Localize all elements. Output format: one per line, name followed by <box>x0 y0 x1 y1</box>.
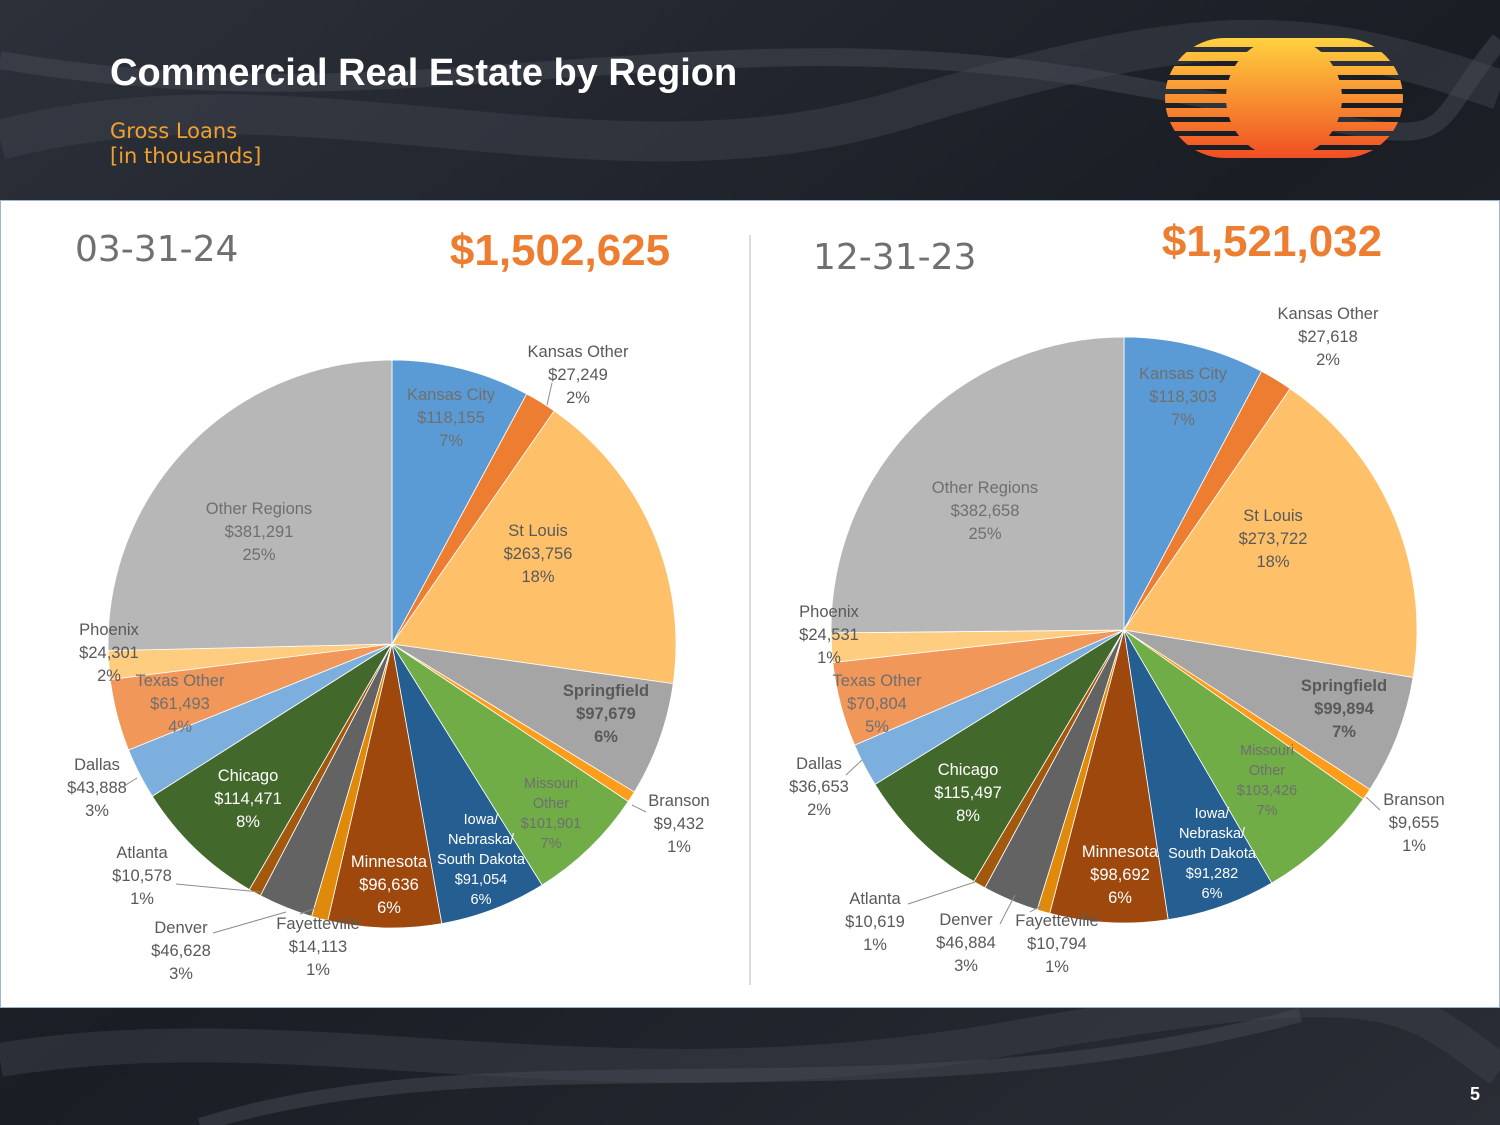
leader-line-denver <box>999 894 1016 925</box>
slice-label-minnesota: Minnesota $96,636 6% <box>351 853 428 917</box>
slice-label-atlanta: Atlanta $10,619 1% <box>845 890 905 954</box>
slice-label-dallas: Dallas $36,653 2% <box>789 755 849 819</box>
pie-slice-minnesota <box>327 643 443 929</box>
slice-label-fayetteville: Fayetteville $14,113 1% <box>276 915 359 979</box>
leader-line-fayetteville <box>299 906 319 915</box>
leader-line-kansas-other <box>546 382 553 406</box>
slice-label-st-louis: St Louis $273,722 18% <box>1239 507 1308 571</box>
slice-label-kansas-city: Kansas City $118,303 7% <box>1139 365 1228 429</box>
subtitle-line: [in thousands] <box>110 144 262 168</box>
pie-slice-chicago <box>151 643 393 891</box>
page-number: 5 <box>1469 1084 1480 1104</box>
slice-label-kansas-city: Kansas City $118,155 7% <box>407 386 496 450</box>
pie-slice-other-regions <box>107 359 393 652</box>
pie-slice-minnesota <box>1049 629 1169 924</box>
subtitle: Gross Loans [in thousands] <box>110 119 261 169</box>
slice-label-springfield: Springfield $97,679 6% <box>563 682 649 746</box>
leader-line-atlanta <box>907 881 976 905</box>
leader-line-atlanta <box>175 883 261 893</box>
chart-total-right: $1,521,032 <box>1162 217 1382 266</box>
charts-area: 03-31-24 $1,502,625 12-31-23 $1,521,032 … <box>67 217 1445 985</box>
pie-slice-st-louis <box>1123 388 1418 678</box>
chart-date-right: 12-31-23 <box>813 237 976 278</box>
slice-label-iowa-nebraska-south-dakota: Iowa/Nebraska/South Dakota $91,054 6% <box>437 812 526 908</box>
slice-label-springfield: Springfield $99,894 7% <box>1301 677 1387 741</box>
pie-slice-missouri-other <box>391 643 629 886</box>
slice-label-iowa-nebraska-south-dakota: Iowa/Nebraska/South Dakota $91,282 6% <box>1168 806 1257 902</box>
slice-label-denver: Denver $46,628 3% <box>151 919 211 983</box>
slice-label-missouri-other: Missouri Other $103,426 7% <box>1237 743 1297 819</box>
leader-line-denver <box>212 911 287 934</box>
slice-label-chicago: Chicago $114,471 8% <box>214 767 282 831</box>
slice-label-other-regions: Other Regions $382,658 25% <box>932 479 1038 543</box>
slice-label-phoenix: Phoenix $24,531 1% <box>799 603 859 667</box>
chart-date-left: 03-31-24 <box>75 229 238 270</box>
slice-label-texas-other: Texas Other $61,493 4% <box>136 672 225 736</box>
leader-line-branson <box>1365 796 1381 811</box>
slice-label-phoenix: Phoenix $24,301 2% <box>79 621 139 685</box>
slice-label-kansas-other: Kansas Other $27,249 2% <box>528 343 629 407</box>
slice-label-branson: Branson $9,432 1% <box>648 792 709 856</box>
slice-label-minnesota: Minnesota $98,692 6% <box>1082 843 1159 907</box>
pie-chart-right: Kansas City $118,303 7% Kansas Other $27,618… <box>789 305 1445 976</box>
slice-label-branson: Branson $9,655 1% <box>1383 791 1444 855</box>
leader-line-dallas <box>123 777 138 787</box>
leader-line-dallas <box>845 759 863 776</box>
pie-slice-missouri-other <box>1123 629 1364 884</box>
slice-label-atlanta: Atlanta $10,578 1% <box>112 844 172 908</box>
subtitle-line: Gross Loans <box>110 119 238 143</box>
pie-slice-st-louis <box>391 410 677 685</box>
slice-label-st-louis: St Louis $263,756 18% <box>504 522 573 586</box>
leader-line-branson <box>631 804 647 813</box>
slice-label-missouri-other: Missouri Other $101,901 7% <box>521 776 581 852</box>
slice-label-chicago: Chicago $115,497 8% <box>934 761 1002 825</box>
pie-slice-springfield <box>391 643 674 793</box>
pie-chart-left: Kansas City $118,155 7% Kansas Other $27,249… <box>67 343 710 983</box>
slice-label-denver: Denver $46,884 3% <box>936 911 996 975</box>
leader-line-fayetteville <box>1029 903 1045 913</box>
pie-slice-chicago <box>874 629 1125 883</box>
slice-label-kansas-other: Kansas Other $27,618 2% <box>1278 305 1379 369</box>
sun-logo <box>1165 38 1403 158</box>
pie-slice-kansas-city <box>391 359 528 645</box>
chart-total-left: $1,502,625 <box>450 226 670 275</box>
page-title: Commercial Real Estate by Region <box>110 52 738 94</box>
slice-label-other-regions: Other Regions $381,291 25% <box>206 500 312 564</box>
pie-slice-kansas-city <box>1123 336 1263 631</box>
slice-label-fayetteville: Fayetteville $10,794 1% <box>1015 912 1098 976</box>
pie-slice-other-regions <box>830 336 1125 634</box>
slice-label-texas-other: Texas Other $70,804 5% <box>833 672 922 736</box>
pie-slice-springfield <box>1123 629 1414 790</box>
slice-label-dallas: Dallas $43,888 3% <box>67 756 127 820</box>
